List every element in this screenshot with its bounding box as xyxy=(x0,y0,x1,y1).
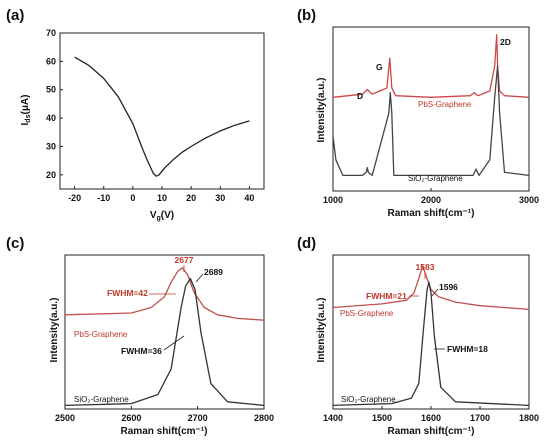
x-tick-label-a: 30 xyxy=(215,193,225,203)
panel-label-b: (b) xyxy=(297,7,316,24)
panel-b: 1000 2000 3000 D G 2D PbS-Graphene SiO₂-Gr… xyxy=(316,26,539,219)
peak-label-pbs-d: 1583 xyxy=(416,262,435,272)
x-tick-label-d: 1600 xyxy=(421,413,441,423)
x-axis-label-c: Raman shift(cm⁻¹) xyxy=(121,426,208,437)
x-tick-label-b: 2000 xyxy=(421,195,441,205)
x-tick-label-c: 2600 xyxy=(121,413,141,423)
x-tick-label-a: 0 xyxy=(130,193,135,203)
ticks-a: -20 -10 0 10 20 30 40 20 30 40 50 60 70 xyxy=(46,28,254,203)
ticks-d: 1400 1500 1600 1700 1800 xyxy=(323,406,539,423)
series-line-d-0 xyxy=(332,265,530,311)
fwhm-label-pbs-c: FWHM=42 xyxy=(107,288,148,298)
legend-sio2-graphene-b: SiO₂-Graphene xyxy=(408,174,463,183)
x-tick-label-a: 40 xyxy=(244,193,254,203)
ticks-c: 2500 2600 2700 2800 xyxy=(55,406,274,423)
x-tick-label-d: 1500 xyxy=(372,413,392,423)
y-tick-label-a: 30 xyxy=(46,141,56,151)
peak-label-sio2-c: 2689 xyxy=(204,267,223,277)
series-line-a-0 xyxy=(74,56,250,177)
panel-label-a: (a) xyxy=(6,7,24,24)
y-tick-label-a: 40 xyxy=(46,113,56,123)
x-axis-label-d: Raman shift(cm⁻¹) xyxy=(388,426,475,437)
fwhm-label-pbs-d: FWHM=21 xyxy=(366,291,407,301)
peak-label-g: G xyxy=(376,62,383,72)
legend-sio2-graphene-d: SiO₂-Graphene xyxy=(341,395,396,404)
peak-label-2d: 2D xyxy=(500,37,511,47)
series-a xyxy=(74,56,250,177)
y-axis-label-a: Ids(μA) xyxy=(20,95,32,126)
x-tick-label-a: 10 xyxy=(157,193,167,203)
panel-label-c: (c) xyxy=(6,235,24,252)
peak-label-pbs-c: 2677 xyxy=(175,255,194,265)
x-tick-label-d: 1700 xyxy=(470,413,490,423)
y-tick-label-a: 50 xyxy=(46,85,56,95)
x-tick-label-a: 20 xyxy=(186,193,196,203)
series-line-c-1 xyxy=(64,277,265,407)
fwhm-label-sio2-d: FWHM=18 xyxy=(447,344,488,354)
fwhm-label-sio2-c: FWHM=36 xyxy=(121,346,162,356)
x-tick-label-a: -20 xyxy=(68,193,81,203)
x-axis-label-b: Raman shift(cm⁻¹) xyxy=(388,208,475,219)
y-axis-label-b: Intensity(a.u.) xyxy=(316,77,327,142)
series-c xyxy=(64,267,265,407)
x-tick-label-c: 2500 xyxy=(55,413,75,423)
series-line-c-0 xyxy=(64,267,265,321)
panel-label-d: (d) xyxy=(297,235,316,252)
fwhm-arrow-sio2-c xyxy=(163,335,185,351)
y-tick-label-a: 20 xyxy=(46,170,56,180)
x-tick-label-c: 2800 xyxy=(254,413,274,423)
y-axis-label-d: Intensity(a.u.) xyxy=(316,297,327,362)
peak-arrow-sio2-d xyxy=(431,288,439,297)
x-tick-label-d: 1800 xyxy=(519,413,539,423)
y-tick-label-a: 60 xyxy=(46,56,56,66)
plot-frame-a xyxy=(59,32,265,190)
series-line-d-1 xyxy=(332,281,530,407)
plot-frame-c xyxy=(64,254,265,410)
panel-d: 1400 1500 1600 1700 1800 1583 1596 FWHM=21 P… xyxy=(316,254,539,437)
x-tick-label-b: 1000 xyxy=(323,195,343,205)
panel-a: -20 -10 0 10 20 30 40 20 30 40 50 60 70 Vg(V) Ids(μA… xyxy=(20,28,265,222)
x-tick-label-d: 1400 xyxy=(323,413,343,423)
peak-arrow-sio2-c xyxy=(195,273,204,283)
ticks-b: 1000 2000 3000 xyxy=(323,188,539,205)
y-tick-label-a: 70 xyxy=(46,28,56,38)
x-tick-label-a: -10 xyxy=(97,193,110,203)
plot-frame-d xyxy=(332,254,530,410)
legend-sio2-graphene-c: SiO₂-Graphene xyxy=(74,395,129,404)
legend-pbs-graphene-c: PbS-Graphene xyxy=(74,330,128,339)
x-tick-label-c: 2700 xyxy=(188,413,208,423)
panel-c: 2500 2600 2700 2800 2677 2689 FWHM=42 PbS-G… xyxy=(49,254,274,437)
legend-pbs-graphene-d: PbS-Graphene xyxy=(340,309,394,318)
peak-label-sio2-d: 1596 xyxy=(439,282,458,292)
x-tick-label-b: 3000 xyxy=(519,195,539,205)
y-axis-label-c: Intensity(a.u.) xyxy=(49,297,60,362)
x-axis-label-a: Vg(V) xyxy=(150,210,174,222)
peak-label-d: D xyxy=(357,91,363,101)
legend-pbs-graphene-b: PbS-Graphene xyxy=(418,100,472,109)
series-d xyxy=(332,265,530,407)
series-b xyxy=(332,34,530,177)
series-line-b-1 xyxy=(332,65,530,177)
